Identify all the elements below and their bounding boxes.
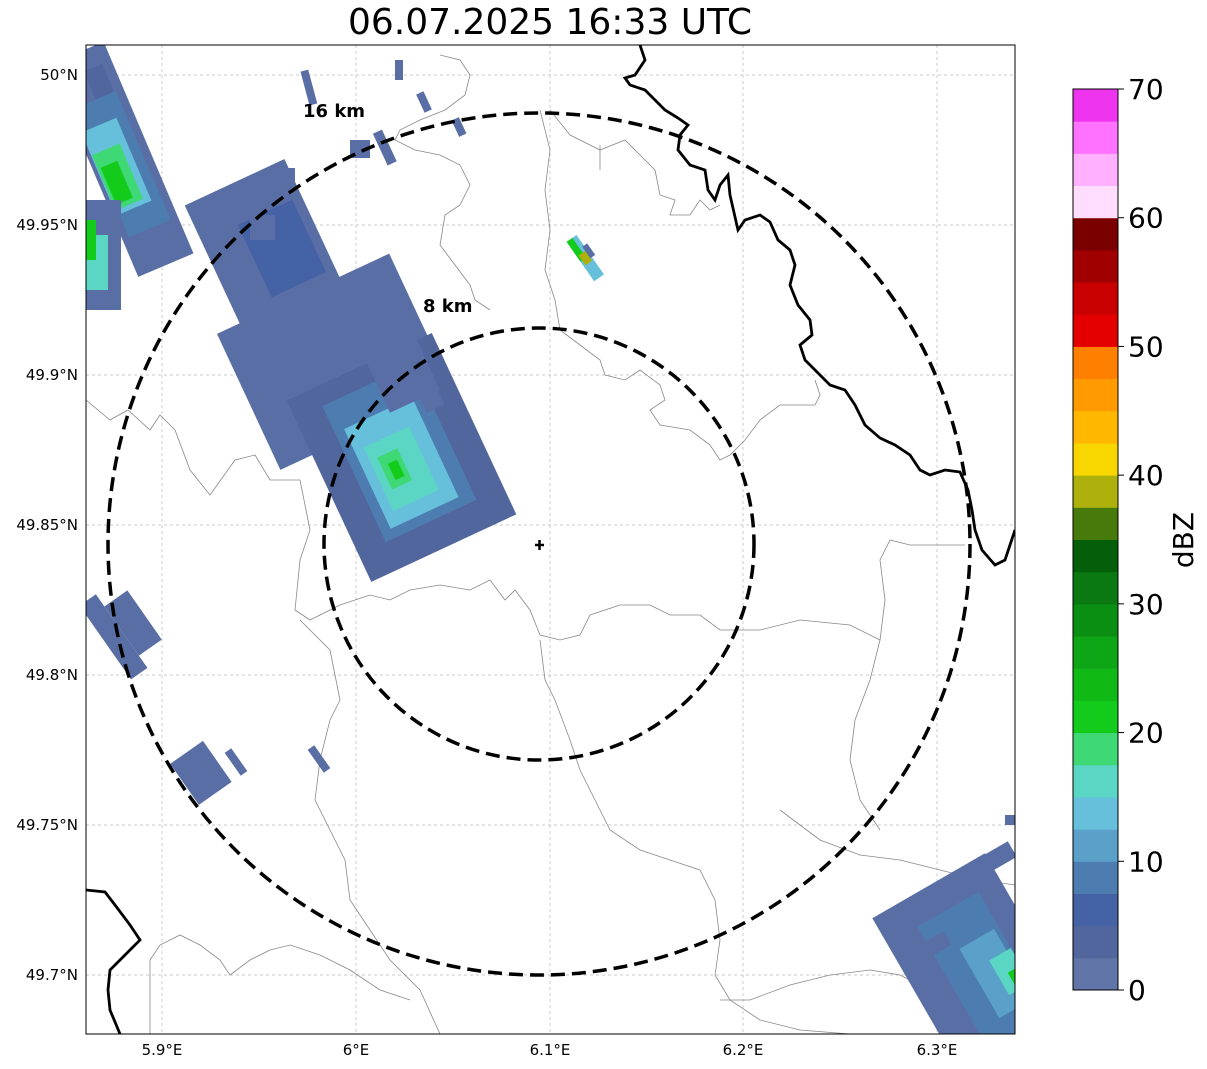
colorbar-swatch (1073, 925, 1118, 959)
colorbar-tick-label: 50 (1128, 330, 1164, 363)
lon-tick: 5.9°E (142, 1041, 183, 1059)
colorbar-swatch (1073, 410, 1118, 444)
colorbar-swatch (1073, 185, 1118, 219)
lon-tick-labels: 5.9°E 6°E 6.1°E 6.2°E 6.3°E (142, 1041, 958, 1059)
colorbar-swatches (1073, 89, 1118, 991)
radar-echoes (86, 45, 1015, 1034)
colorbar-swatch (1073, 668, 1118, 701)
colorbar-tick-label: 0 (1128, 974, 1146, 1007)
ring-16km (106, 111, 972, 977)
lon-tick: 6.3°E (917, 1041, 958, 1059)
lon-tick: 6.1°E (530, 1041, 571, 1059)
colorbar-swatch (1073, 539, 1118, 573)
colorbar-swatch (1073, 571, 1118, 605)
colorbar-swatch (1073, 764, 1118, 798)
colorbar-swatch (1073, 957, 1118, 991)
colorbar-swatch (1073, 861, 1118, 894)
colorbar-swatch (1073, 217, 1118, 251)
lat-tick: 49.95°N (16, 216, 78, 234)
colorbar-tick-label: 40 (1128, 459, 1164, 492)
map-title: 06.07.2025 16:33 UTC (347, 2, 753, 43)
colorbar-swatch (1073, 282, 1118, 315)
lat-tick-labels: 50°N 49.95°N 49.9°N 49.85°N 49.8°N 49.75… (16, 66, 78, 984)
range-rings (106, 111, 972, 977)
colorbar-frame (1072, 88, 1119, 991)
lat-tick: 49.7°N (26, 966, 78, 984)
lon-tick: 6°E (343, 1041, 370, 1059)
colorbar-swatch (1073, 314, 1118, 347)
colorbar-tick-label: 60 (1128, 202, 1164, 235)
colorbar: 0 10 20 30 40 50 60 70 dBZ (1072, 73, 1200, 1007)
colorbar-swatch (1073, 796, 1118, 830)
gridlines (86, 45, 1015, 1034)
colorbar-swatch (1073, 603, 1118, 637)
colorbar-tick-label: 20 (1128, 717, 1164, 750)
colorbar-swatch (1073, 249, 1118, 283)
lat-tick: 49.85°N (16, 516, 78, 534)
colorbar-swatch (1073, 636, 1118, 669)
ring-label-16km: 16 km (303, 101, 365, 122)
colorbar-swatch (1073, 442, 1118, 476)
colorbar-swatch (1073, 829, 1118, 862)
colorbar-tick-label: 30 (1128, 588, 1164, 621)
colorbar-swatch (1073, 475, 1118, 508)
colorbar-ticks: 0 10 20 30 40 50 60 70 (1118, 73, 1164, 1007)
ring-8km (322, 326, 756, 762)
colorbar-swatch (1073, 378, 1118, 412)
colorbar-tick-label: 70 (1128, 73, 1164, 106)
colorbar-swatch (1073, 507, 1118, 540)
ring-label-8km: 8 km (423, 296, 473, 317)
national-border (86, 45, 1015, 1034)
admin-borders (86, 54, 1015, 1034)
lat-tick: 50°N (40, 66, 78, 84)
lat-tick: 49.9°N (26, 366, 78, 384)
colorbar-label: dBZ (1167, 512, 1200, 568)
lat-tick: 49.8°N (26, 666, 78, 684)
colorbar-swatch (1073, 700, 1118, 734)
radar-site-cross-icon (535, 540, 544, 550)
colorbar-swatch (1073, 89, 1118, 122)
colorbar-swatch (1073, 153, 1118, 187)
colorbar-swatch (1073, 121, 1118, 154)
lon-tick: 6.2°E (723, 1041, 764, 1059)
map-frame (85, 44, 1016, 1035)
lat-tick: 49.75°N (16, 816, 78, 834)
colorbar-swatch (1073, 732, 1118, 766)
colorbar-swatch (1073, 346, 1118, 380)
colorbar-tick-label: 10 (1128, 845, 1164, 878)
colorbar-swatch (1073, 893, 1118, 927)
